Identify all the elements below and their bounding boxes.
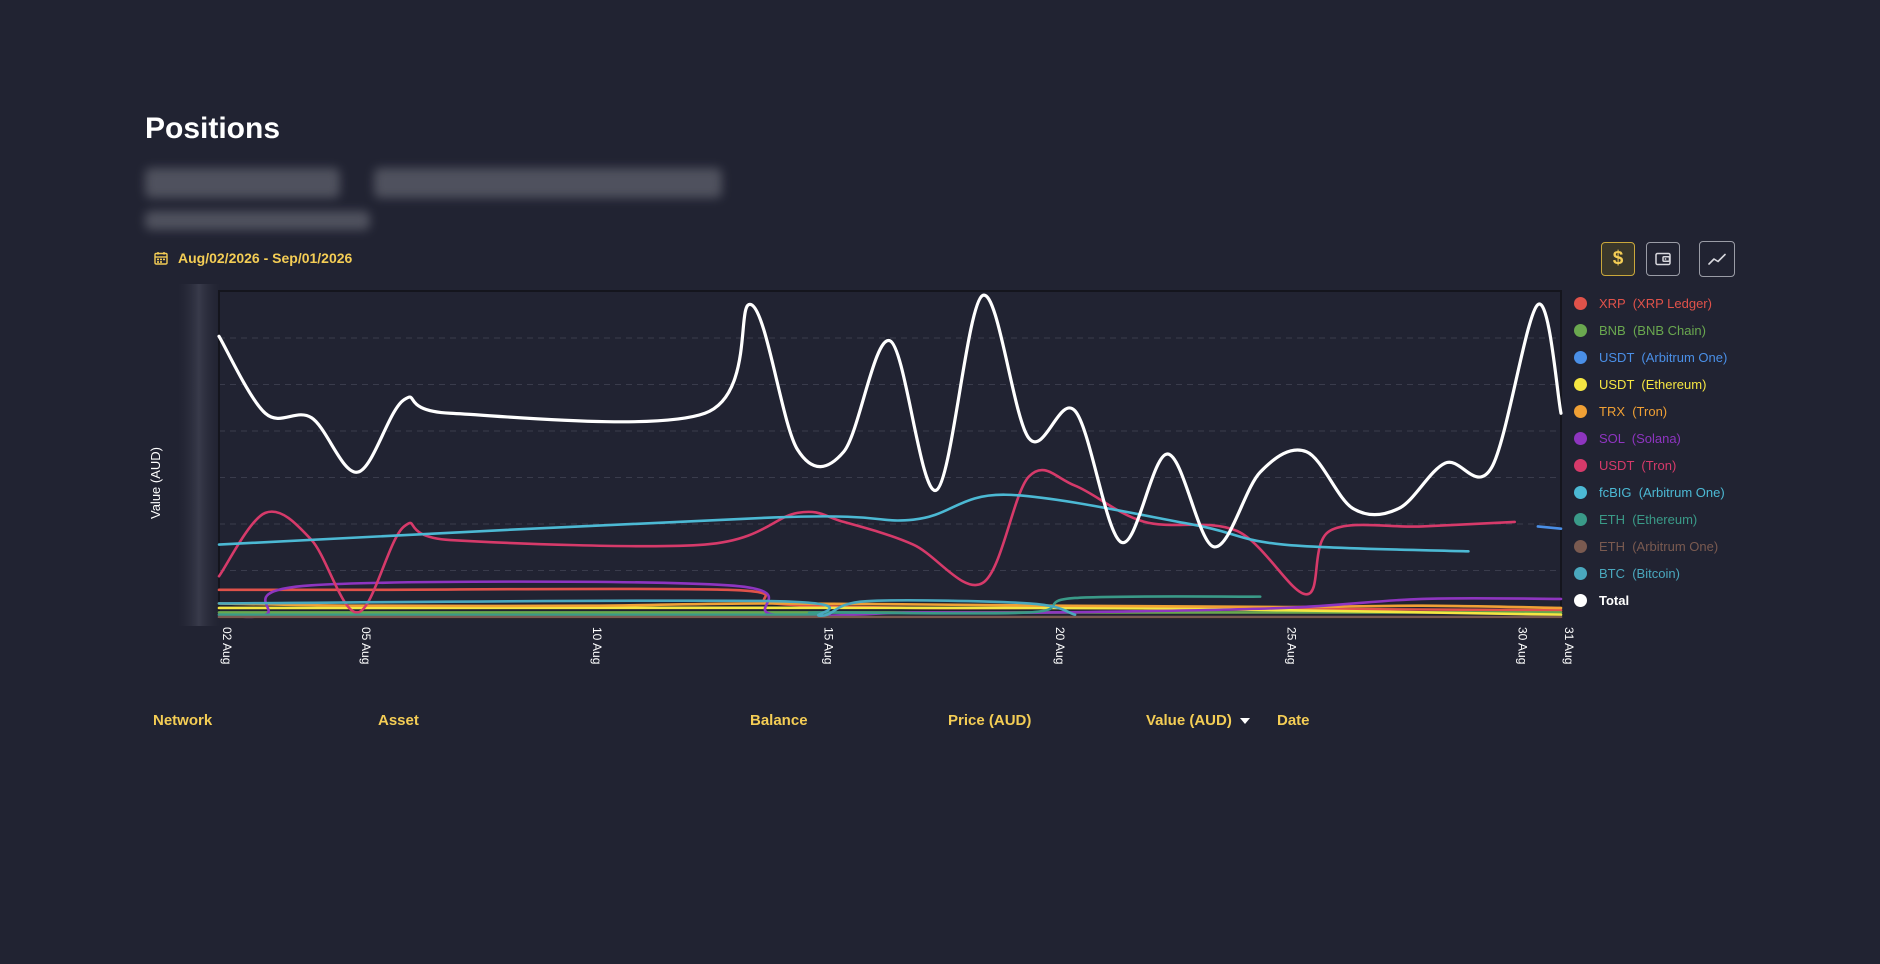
- legend-label: USDT (Arbitrum One): [1599, 350, 1728, 365]
- legend-swatch: [1574, 513, 1587, 526]
- column-network[interactable]: Network: [153, 712, 213, 729]
- series-line-usdt-arbitrum-one[interactable]: [1536, 525, 1563, 531]
- legend-label: BTC (Bitcoin): [1599, 566, 1680, 581]
- legend-item[interactable]: BTC (Bitcoin): [1574, 560, 1727, 587]
- x-tick-label: 10 Aug: [590, 627, 604, 664]
- redacted-account-chip: [145, 168, 340, 198]
- legend-swatch: [1574, 405, 1587, 418]
- x-tick-label: 31 Aug: [1562, 627, 1576, 664]
- series-line-total[interactable]: [217, 293, 1563, 549]
- redacted-subtitle: [145, 211, 370, 230]
- page-title: Positions: [145, 112, 281, 145]
- x-tick-label: 25 Aug: [1284, 627, 1298, 664]
- series-line-fcbig-arbitrum-one[interactable]: [217, 493, 1470, 553]
- legend-item[interactable]: USDT (Tron): [1574, 452, 1727, 479]
- legend-swatch: [1574, 324, 1587, 337]
- x-tick-label: 05 Aug: [359, 627, 373, 664]
- legend-label: Total: [1599, 593, 1630, 608]
- trend-view-button[interactable]: [1699, 241, 1735, 277]
- legend-swatch: [1574, 540, 1587, 553]
- x-tick-label: 15 Aug: [822, 627, 836, 664]
- legend-label: USDT (Tron): [1599, 458, 1677, 473]
- series-line-btc-bitcoin[interactable]: [217, 599, 1077, 617]
- trend-line-icon: [1708, 253, 1726, 265]
- positions-chart: Value (AUD) 02 Aug 05 Aug 10 Aug 15 Aug 20 A…: [148, 284, 1576, 664]
- legend-swatch: [1574, 594, 1587, 607]
- legend-label: fcBIG (Arbitrum One): [1599, 485, 1725, 500]
- legend-item[interactable]: BNB (BNB Chain): [1574, 317, 1727, 344]
- calendar-icon: [154, 252, 168, 265]
- x-tick-label: 20 Aug: [1053, 627, 1067, 664]
- date-range-label: Aug/02/2026 - Sep/01/2026: [178, 250, 353, 266]
- chart-legend: XRP (XRP Ledger) BNB (BNB Chain) USDT (Arb…: [1574, 290, 1727, 614]
- redacted-account-address: [374, 168, 722, 198]
- legend-swatch: [1574, 432, 1587, 445]
- y-axis-redacted: [178, 284, 220, 626]
- column-balance[interactable]: Balance: [750, 712, 808, 729]
- series-line-usdt-tron[interactable]: [217, 468, 1517, 614]
- x-axis-ticks: 02 Aug 05 Aug 10 Aug 15 Aug 20 Aug 25 Aug 30 A…: [220, 627, 1576, 664]
- wallet-view-button[interactable]: [1646, 242, 1680, 276]
- column-asset[interactable]: Asset: [378, 712, 419, 729]
- legend-item[interactable]: Total: [1574, 587, 1727, 614]
- legend-item[interactable]: ETH (Ethereum): [1574, 506, 1727, 533]
- chart-series: [217, 293, 1563, 619]
- legend-swatch: [1574, 459, 1587, 472]
- legend-swatch: [1574, 567, 1587, 580]
- legend-item[interactable]: fcBIG (Arbitrum One): [1574, 479, 1727, 506]
- legend-label: USDT (Ethereum): [1599, 377, 1707, 392]
- legend-label: XRP (XRP Ledger): [1599, 296, 1712, 311]
- x-tick-label: 30 Aug: [1516, 627, 1530, 664]
- column-value[interactable]: Value (AUD): [1146, 712, 1250, 729]
- legend-item[interactable]: ETH (Arbitrum One): [1574, 533, 1727, 560]
- wallet-icon: [1655, 252, 1671, 266]
- legend-item[interactable]: XRP (XRP Ledger): [1574, 290, 1727, 317]
- chart-grid: [219, 337, 1561, 571]
- date-range-picker[interactable]: Aug/02/2026 - Sep/01/2026: [154, 250, 352, 266]
- legend-item[interactable]: USDT (Ethereum): [1574, 371, 1727, 398]
- legend-label: ETH (Arbitrum One): [1599, 539, 1719, 554]
- legend-label: BNB (BNB Chain): [1599, 323, 1706, 338]
- series-line-usdt-ethereum[interactable]: [217, 606, 1563, 617]
- legend-swatch: [1574, 351, 1587, 364]
- legend-item[interactable]: TRX (Tron): [1574, 398, 1727, 425]
- y-axis-label: Value (AUD): [148, 447, 163, 519]
- legend-label: TRX (Tron): [1599, 404, 1668, 419]
- legend-item[interactable]: USDT (Arbitrum One): [1574, 344, 1727, 371]
- x-tick-label: 02 Aug: [220, 627, 234, 664]
- series-line-trx-tron[interactable]: [217, 602, 1563, 610]
- legend-swatch: [1574, 378, 1587, 391]
- sort-desc-icon: [1239, 717, 1250, 724]
- legend-label: ETH (Ethereum): [1599, 512, 1698, 527]
- column-date[interactable]: Date: [1277, 712, 1310, 729]
- value-view-button[interactable]: $: [1601, 242, 1635, 276]
- legend-swatch: [1574, 297, 1587, 310]
- dollar-icon: $: [1612, 248, 1624, 269]
- legend-swatch: [1574, 486, 1587, 499]
- legend-label: SOL (Solana): [1599, 431, 1681, 446]
- column-price[interactable]: Price (AUD): [948, 712, 1032, 729]
- legend-item[interactable]: SOL (Solana): [1574, 425, 1727, 452]
